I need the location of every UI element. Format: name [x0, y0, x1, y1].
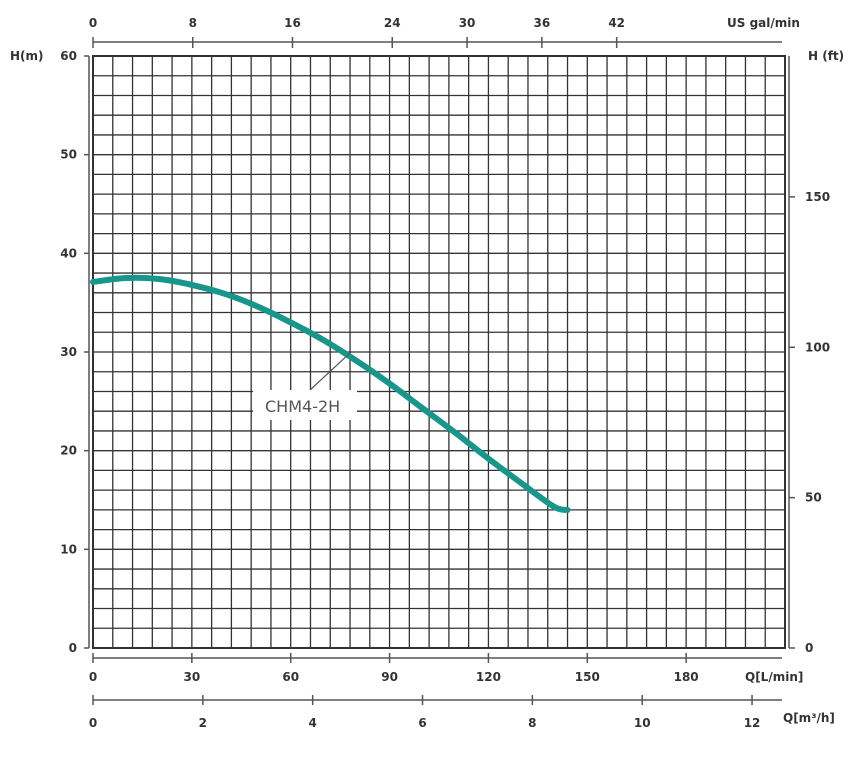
bottom2-axis-tick-label: 12	[744, 716, 761, 730]
bottom-axis-tick-label: 180	[674, 670, 699, 684]
right-axis-tick-label: 100	[805, 340, 830, 354]
label-layer: CHM4-2H	[253, 352, 357, 420]
right-axis-unit: H (ft)	[808, 49, 844, 63]
left-axis-tick-label: 40	[60, 246, 77, 260]
grid-layer	[92, 55, 786, 649]
curve-label-background	[253, 390, 357, 420]
bottom2-axis-tick-label: 10	[634, 716, 651, 730]
bottom-axis-tick-label: 150	[575, 670, 600, 684]
left-axis-tick-label: 0	[69, 641, 77, 655]
series-line-chm4-2h	[90, 274, 571, 513]
bottom2-axis-tick-label: 8	[528, 716, 536, 730]
top-axis-tick-label: 16	[284, 16, 301, 30]
curve-label-leader	[309, 352, 351, 391]
top-axis-tick-label: 30	[459, 16, 476, 30]
bottom2-axis-tick-label: 2	[199, 716, 207, 730]
top-axis-unit: US gal/min	[727, 16, 800, 30]
bottom-axis-unit: Q[L/min]	[745, 670, 803, 684]
left-axis-tick-label: 10	[60, 542, 77, 556]
left-axis-tick-label: 50	[60, 148, 77, 162]
bottom2-axis-unit: Q[m³/h]	[783, 711, 835, 725]
top-axis-tick-label: 24	[384, 16, 401, 30]
top-axis-tick-label: 8	[189, 16, 197, 30]
curve-layer	[90, 274, 571, 513]
left-axis-tick-label: 20	[60, 444, 77, 458]
bottom-axis-tick-label: 0	[89, 670, 97, 684]
left-axis-unit: H(m)	[10, 49, 44, 63]
left-axis-tick-label: 30	[60, 345, 77, 359]
right-axis-tick-label: 50	[805, 491, 822, 505]
bottom-axis-tick-label: 90	[381, 670, 398, 684]
bottom2-axis-tick-label: 6	[418, 716, 426, 730]
top-axis-tick-label: 36	[534, 16, 551, 30]
bottom-axis-tick-label: 60	[282, 670, 299, 684]
right-axis-tick-label: 0	[805, 641, 813, 655]
bottom2-axis-tick-label: 4	[309, 716, 317, 730]
plot-frame	[92, 55, 786, 649]
bottom-axis-tick-label: 120	[476, 670, 501, 684]
bottom-axis-tick-label: 30	[184, 670, 201, 684]
top-axis-tick-label: 42	[608, 16, 625, 30]
top-axis-tick-label: 0	[89, 16, 97, 30]
bottom2-axis-tick-label: 0	[89, 716, 97, 730]
left-axis-tick-label: 60	[60, 49, 77, 63]
curve-label: CHM4-2H	[265, 397, 340, 416]
right-axis-tick-label: 150	[805, 190, 830, 204]
